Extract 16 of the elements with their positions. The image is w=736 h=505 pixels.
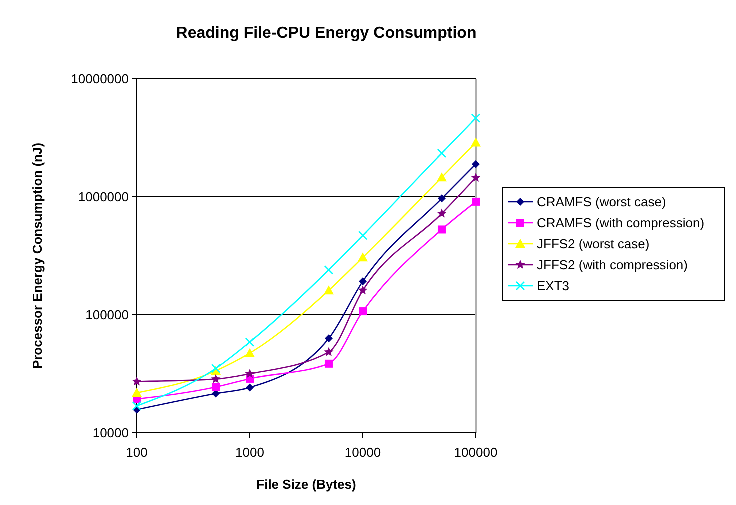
y-axis-title: Processor Energy Consumption (nJ) [30, 142, 45, 370]
y-tick-label: 10000000 [71, 72, 129, 87]
legend-label: JFFS2 (with compression) [537, 258, 688, 273]
x-tick-label: 1000 [236, 445, 264, 460]
x-tick-label: 10000 [344, 445, 382, 460]
legend-label: JFFS2 (worst case) [537, 236, 650, 252]
y-tick-label: 1000000 [78, 190, 129, 205]
y-tick-label: 100000 [86, 308, 129, 323]
chart-title: Reading File-CPU Energy Consumption [176, 25, 477, 42]
legend-label: CRAMFS (worst case) [537, 194, 666, 210]
x-tick-label: 100000 [454, 445, 498, 460]
legend-label: CRAMFS (with compression) [537, 216, 705, 231]
x-axis-title: File Size (Bytes) [256, 477, 356, 492]
legend-label: EXT3 [537, 278, 570, 294]
x-tick-label: 100 [126, 445, 148, 460]
y-tick-label: 10000 [92, 426, 129, 441]
